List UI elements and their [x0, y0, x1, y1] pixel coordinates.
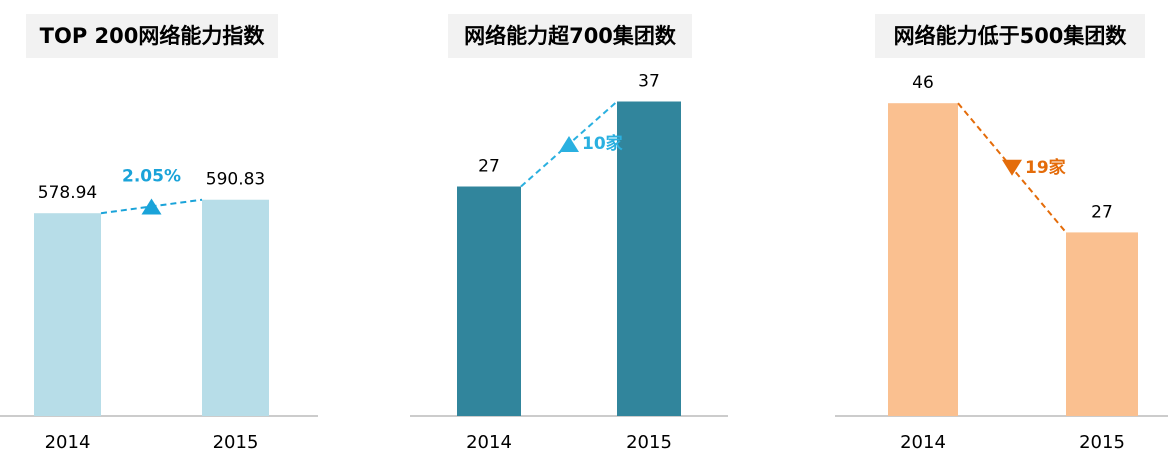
title-background	[26, 14, 278, 58]
bar	[888, 103, 958, 416]
bar	[457, 186, 521, 416]
chart-title: TOP 200网络能力指数	[40, 24, 266, 48]
value-label: 578.94	[38, 183, 97, 203]
trend-arrow	[1002, 159, 1022, 176]
chart-title: 网络能力低于500集团数	[894, 24, 1128, 48]
value-label: 27	[1091, 202, 1113, 222]
bar	[202, 199, 269, 416]
x-tick-label: 2015	[1079, 432, 1125, 453]
change-label: 2.05%	[122, 166, 181, 186]
x-tick-label: 2014	[45, 432, 91, 453]
chart-title: 网络能力超700集团数	[464, 24, 677, 48]
value-label: 46	[912, 73, 934, 93]
change-label: 10家	[582, 133, 623, 154]
x-tick-label: 2015	[626, 432, 672, 453]
value-label: 37	[638, 72, 660, 92]
title-background	[448, 14, 692, 58]
x-tick-label: 2014	[466, 432, 512, 453]
x-tick-label: 2015	[213, 432, 259, 453]
trend-arrow	[559, 136, 579, 152]
trend-arrow	[141, 198, 162, 215]
value-label: 590.83	[206, 170, 265, 190]
value-label: 27	[478, 157, 500, 177]
bar	[1066, 232, 1138, 416]
title-background	[875, 14, 1145, 58]
change-label: 19家	[1025, 157, 1066, 178]
bar	[617, 101, 681, 416]
bar	[34, 213, 101, 416]
x-tick-label: 2014	[900, 432, 946, 453]
